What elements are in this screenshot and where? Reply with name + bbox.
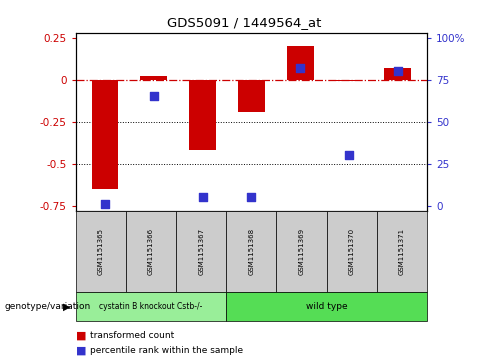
Text: GSM1151367: GSM1151367 (198, 228, 204, 275)
Bar (385, 68, 411, 79)
Text: GSM1151369: GSM1151369 (299, 228, 305, 275)
Point (394, 68, 402, 74)
Point (247, 194, 255, 200)
Point (150, 94, 158, 99)
Text: genotype/variation: genotype/variation (5, 302, 91, 311)
Bar (92, 79, 119, 189)
Text: GSM1151365: GSM1151365 (98, 228, 104, 275)
Text: GSM1151366: GSM1151366 (148, 228, 154, 275)
Bar (141, 76, 167, 79)
Text: ■: ■ (76, 331, 86, 341)
Point (345, 152, 353, 158)
Text: ■: ■ (76, 345, 86, 355)
Text: cystatin B knockout Cstb-/-: cystatin B knockout Cstb-/- (99, 302, 203, 311)
Text: wild type: wild type (306, 302, 347, 311)
Text: GDS5091 / 1449564_at: GDS5091 / 1449564_at (167, 16, 321, 29)
Bar (336, 79, 362, 81)
Text: percentile rank within the sample: percentile rank within the sample (90, 346, 244, 355)
Text: GSM1151368: GSM1151368 (248, 228, 254, 275)
Point (199, 194, 206, 200)
Text: GSM1151370: GSM1151370 (349, 228, 355, 275)
Text: GSM1151371: GSM1151371 (399, 228, 405, 275)
Bar (189, 79, 216, 150)
Text: transformed count: transformed count (90, 331, 175, 340)
Point (296, 65, 304, 71)
Bar (287, 46, 314, 79)
Bar (238, 79, 265, 111)
Point (101, 201, 109, 207)
Text: ▶: ▶ (63, 302, 71, 312)
